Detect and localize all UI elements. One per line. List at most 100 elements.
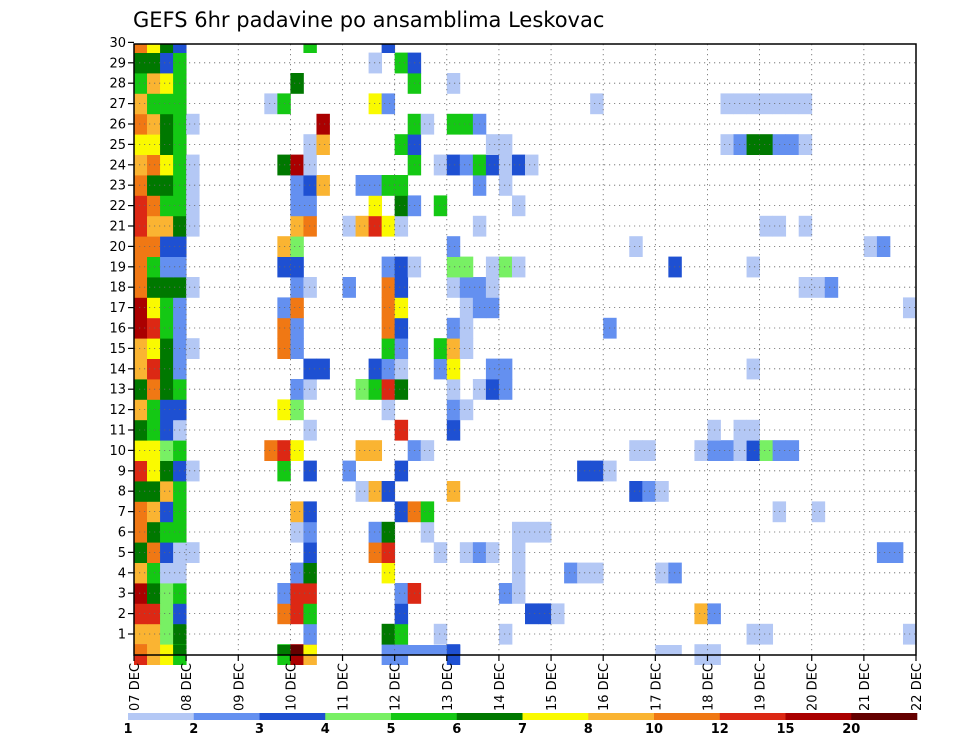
heatmap-cell-m14-s23	[433, 358, 448, 380]
heatmap-cell-m17-s0	[134, 297, 148, 319]
legend-label: 10	[645, 722, 663, 737]
heatmap-cell-m11-s2	[160, 419, 174, 441]
heatmap-cell-m7-s1	[147, 501, 161, 523]
heatmap-cell-m6-s0	[134, 521, 148, 543]
heatmap-cell-m25-s0	[134, 134, 148, 155]
legend-color-swatch	[588, 713, 655, 720]
heatmap-cell-m15-s2	[160, 338, 174, 359]
heatmap-cell-m14-s20	[394, 358, 409, 380]
heatmap-cell-m9-s20	[394, 460, 409, 482]
heatmap-cell-m16-s2	[160, 317, 174, 339]
y-tick-label: 5	[118, 546, 126, 561]
heatmap-cell-m1-s1	[147, 623, 161, 645]
heatmap-cell-m28-s2	[160, 73, 174, 94]
heatmap-cell-m15-s4	[186, 338, 200, 359]
heatmap-cell-m27-s48	[759, 93, 774, 115]
heatmap-cell-m10-s1	[147, 440, 161, 461]
heatmap-cell-m27-s46	[733, 93, 747, 115]
heatmap-cell-m13-s19	[381, 379, 396, 400]
heatmap-cell-m26-s24	[446, 113, 461, 135]
heatmap-cell-m18-s0	[134, 277, 148, 298]
heatmap-cell-m5-s57	[876, 542, 891, 563]
legend-label: 12	[711, 722, 729, 737]
heatmap-cell-m8-s40	[655, 481, 669, 502]
heatmap-cell-m8-s2	[160, 481, 174, 502]
heatmap-cell-m11-s24	[446, 419, 461, 441]
heatmap-cell-m20-s38	[629, 236, 643, 257]
heatmap-cell-m29-s1	[147, 52, 161, 74]
y-axis-ticks: 1234567891011121314151617181920212223242…	[109, 36, 134, 643]
heatmap-cell-m21-s1	[147, 215, 161, 237]
x-tick-label: 20 DEC	[806, 663, 821, 711]
y-tick-label: 13	[109, 383, 126, 398]
heatmap-cell-m4-s33	[564, 562, 578, 584]
heatmap-cell-m13-s18	[368, 379, 383, 400]
y-tick-label: 4	[118, 566, 126, 581]
heatmap-cell-m14-s18	[368, 358, 383, 380]
heatmap-cell-m2-s2	[160, 603, 174, 625]
heatmap-cell-m12-s0	[134, 399, 148, 421]
legend-color-swatch	[456, 713, 523, 720]
heatmap-cell-m24-s2	[160, 154, 174, 176]
heatmap-cell-m4-s34	[577, 562, 591, 584]
heatmap-cell-m19-s0	[134, 256, 148, 278]
heatmap-cell-m26-s22	[420, 113, 435, 135]
heatmap-cell-m28-s0	[134, 73, 148, 94]
heatmap-cell-m19-s19	[381, 256, 396, 278]
heatmap-cell-m13-s17	[355, 379, 369, 400]
legend-label: 2	[189, 722, 198, 737]
heatmap-cell-m24-s28	[498, 154, 513, 176]
y-tick-label: 26	[109, 118, 126, 133]
heatmap-cell-m5-s0	[134, 542, 148, 563]
heatmap-cell-m6-s2	[160, 521, 174, 543]
heatmap-cells	[134, 44, 917, 665]
heatmap-cell-m25-s28	[498, 134, 513, 155]
heatmap-cell-m27-s47	[746, 93, 760, 115]
heatmap-cell-bottom-s21	[407, 645, 422, 655]
heatmap-cell-m16-s0	[134, 317, 148, 339]
heatmap-cell-bottom-s23	[433, 645, 448, 655]
y-tick-label: 25	[109, 138, 126, 153]
heatmap-cell-m3-s0	[134, 583, 148, 604]
heatmap-cell-m6-s1	[147, 521, 161, 543]
heatmap-cell-m7-s22	[420, 501, 435, 523]
heatmap-cell-m18-s24	[446, 277, 461, 298]
y-tick-label: 23	[109, 179, 126, 194]
heatmap-cell-m2-s43	[694, 603, 708, 625]
heatmap-cell-m9-s1	[147, 460, 161, 482]
heatmap-cell-m20-s57	[876, 236, 891, 257]
y-tick-label: 2	[118, 607, 126, 622]
heatmap-cell-m13-s1	[147, 379, 161, 400]
heatmap-cell-m23-s17	[355, 175, 369, 196]
heatmap-cell-bottom-s3	[173, 645, 187, 655]
heatmap-cell-m23-s20	[394, 175, 409, 196]
heatmap-cell-m19-s20	[394, 256, 409, 278]
x-tick-label: 15 DEC	[545, 663, 560, 711]
heatmap-cell-m18-s53	[824, 277, 839, 298]
heatmap-cell-m1-s23	[433, 623, 448, 645]
legend-color-swatch	[654, 713, 721, 720]
heatmap-cell-m22-s4	[186, 195, 200, 217]
heatmap-cell-m14-s14	[316, 358, 330, 380]
heatmap-cell-m30-s3	[173, 44, 187, 53]
x-tick-label: 14 DEC	[493, 663, 508, 711]
heatmap-cell-m15-s20	[394, 338, 409, 359]
heatmap-cell-m10-s12	[290, 440, 304, 461]
heatmap-cell-m14-s1	[147, 358, 161, 380]
heatmap-cell-m4-s12	[290, 562, 304, 584]
heatmap-cell-m27-s1	[147, 93, 161, 115]
heatmap-cell-m27-s35	[590, 93, 604, 115]
heatmap-cell-m24-s24	[446, 154, 461, 176]
heatmap-cell-m3-s28	[498, 583, 513, 604]
heatmap-cell-m1-s20	[394, 623, 409, 645]
heatmap-cell-m20-s1	[147, 236, 161, 257]
heatmap-cell-bottom-s13	[303, 645, 317, 655]
legend-label: 4	[321, 722, 330, 737]
x-tick-label: 22 DEC	[910, 663, 925, 711]
heatmap-cell-m7-s52	[811, 501, 826, 523]
heatmap-cell-m23-s14	[316, 175, 330, 196]
heatmap-cell-m27-s18	[368, 93, 383, 115]
x-tick-label: 18 DEC	[701, 663, 716, 711]
heatmap-cell-m23-s1	[147, 175, 161, 196]
heatmap-cell-m26-s14	[316, 113, 330, 135]
